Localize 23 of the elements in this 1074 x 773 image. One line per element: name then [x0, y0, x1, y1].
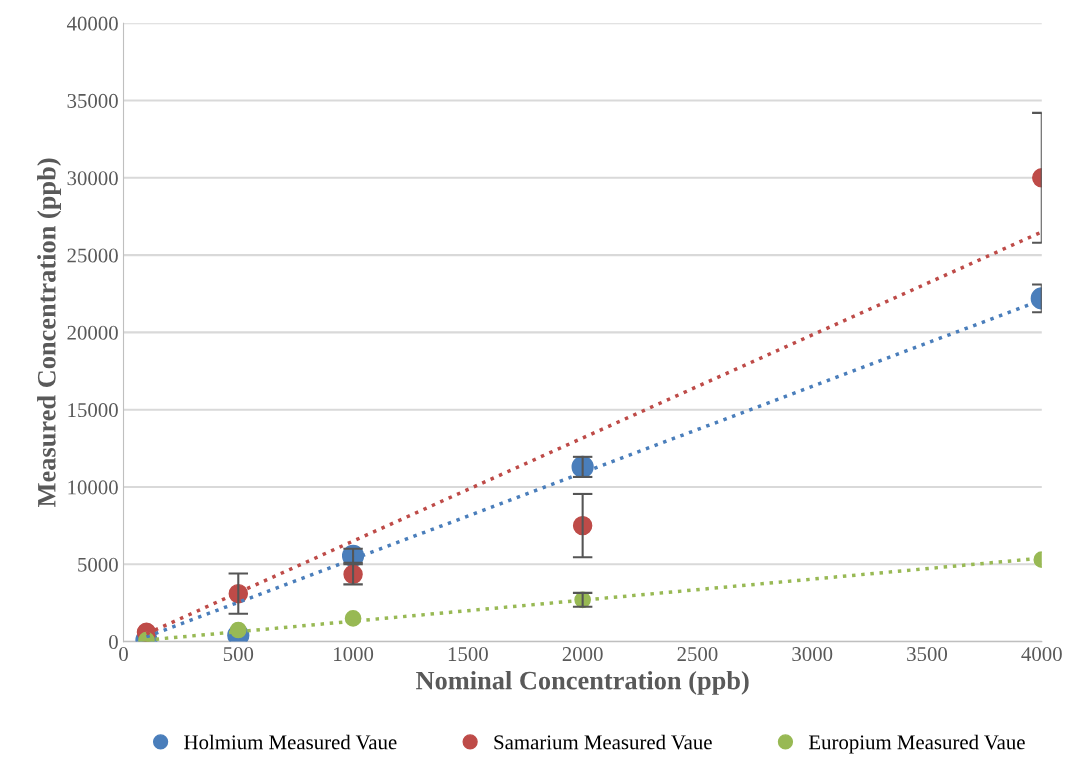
- y-tick-label: 40000: [66, 16, 118, 31]
- x-axis-title: Nominal Concentration (ppb): [416, 670, 749, 695]
- x-tick-label: 500: [223, 647, 254, 662]
- y-tick-label: 35000: [67, 93, 118, 108]
- y-tick-label: 15000: [68, 403, 118, 418]
- x-tick-label: 3000: [792, 647, 833, 662]
- y-tick-label: 5000: [78, 557, 118, 572]
- y-tick-label: 30000: [67, 171, 118, 186]
- x-tick-label: 4000: [1021, 647, 1062, 662]
- y-tick-label: 0: [109, 634, 118, 650]
- x-tick-label: 0: [119, 647, 128, 662]
- y-tick-label: 25000: [67, 248, 118, 263]
- legend-label: Europium Measured Vaue: [808, 734, 1025, 754]
- x-tick-label: 2500: [677, 647, 718, 662]
- x-tick-label: 1500: [448, 647, 488, 662]
- x-tick-label: 3500: [907, 647, 948, 662]
- legend-label: Samarium Measured Vaue: [494, 734, 712, 750]
- x-tick-label: 2000: [562, 647, 603, 662]
- y-axis-title: Measured Concentration (ppb): [37, 158, 62, 507]
- y-tick-label: 20000: [67, 325, 118, 340]
- y-tick-label: 10000: [68, 480, 118, 495]
- legend-label: Holmium Measured Vaue: [184, 734, 397, 750]
- x-tick-label: 1000: [334, 647, 374, 662]
